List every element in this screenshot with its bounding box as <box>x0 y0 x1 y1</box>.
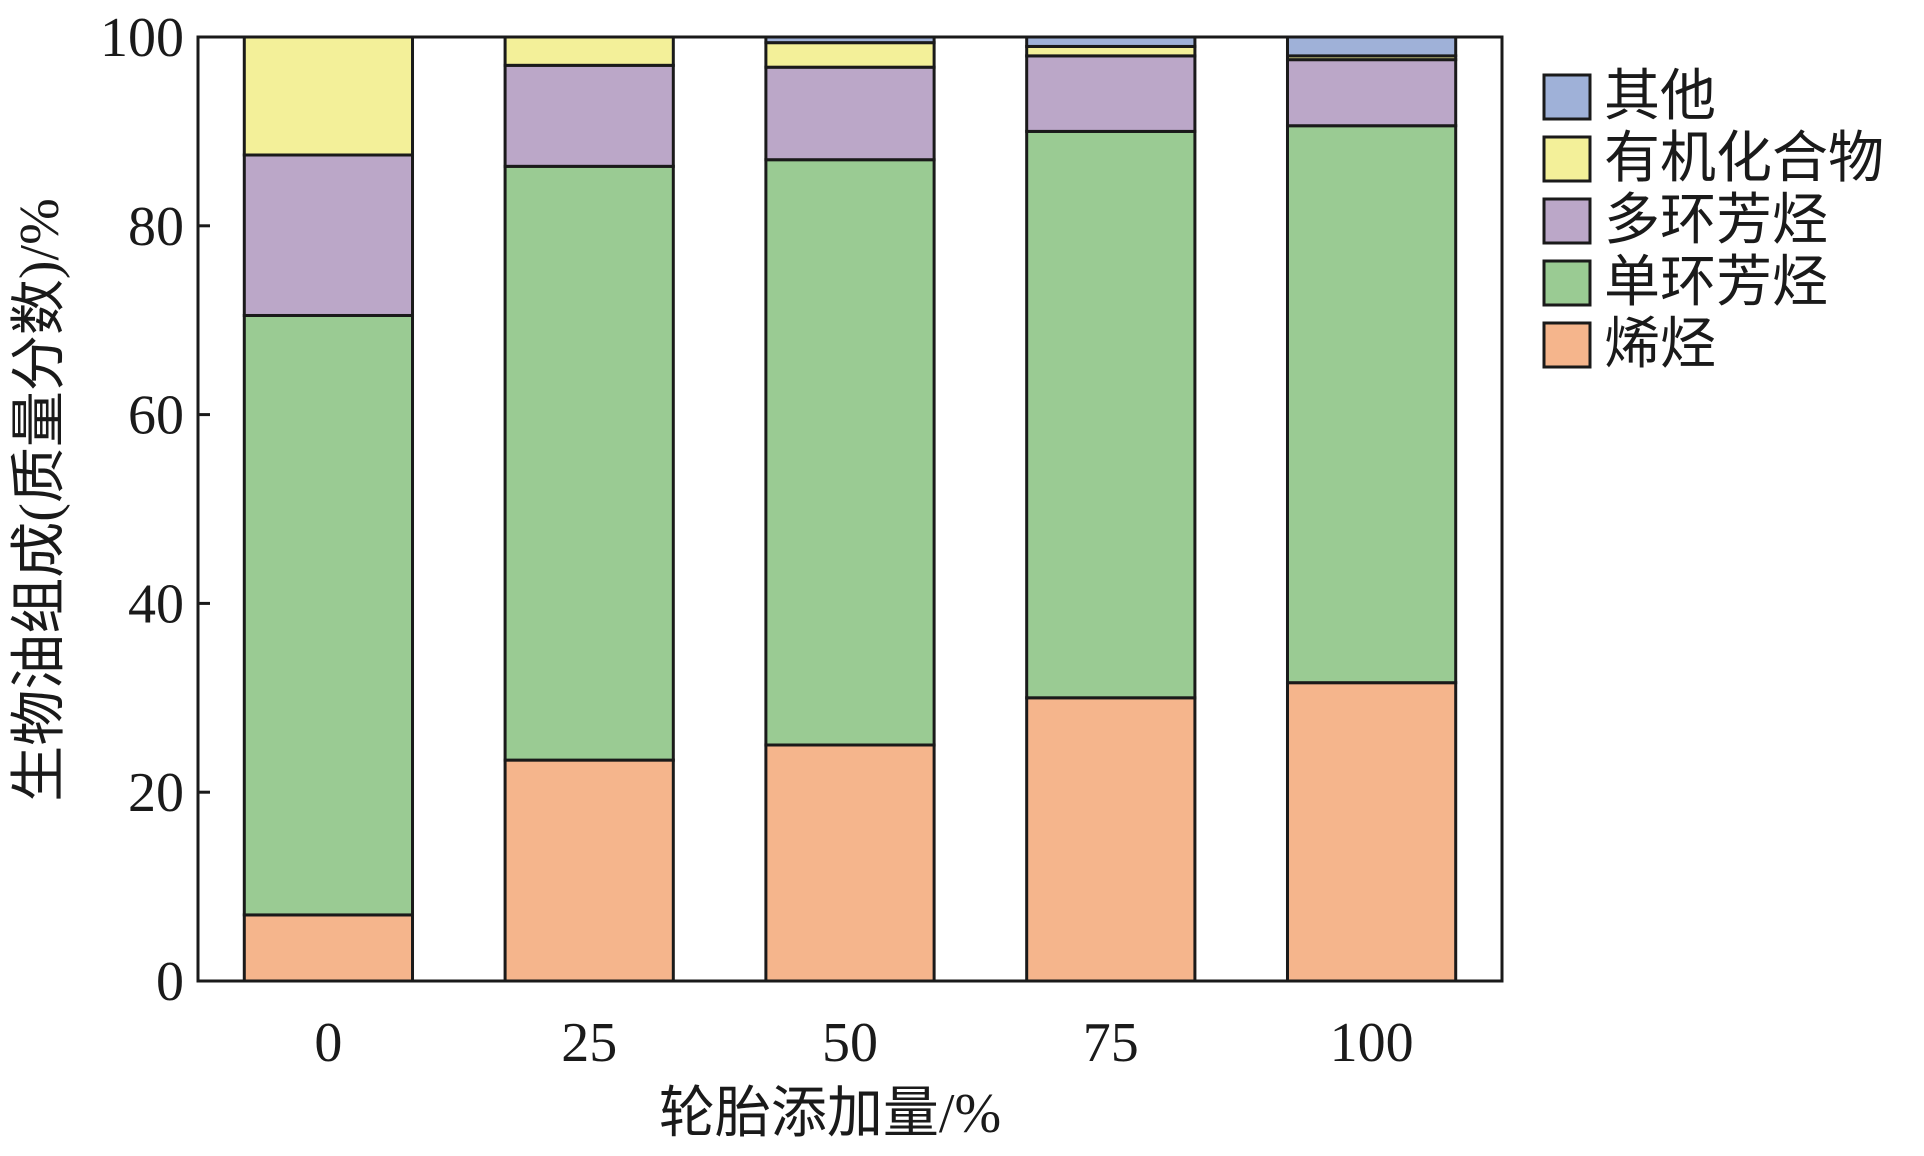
bar-segment-50-0 <box>764 743 936 983</box>
bar-segment-100-1 <box>1285 124 1458 685</box>
x-tick-label-1: 25 <box>561 1012 617 1074</box>
x-axis: 0 25 50 75 100 <box>314 1012 1413 1074</box>
legend-swatch-0 <box>1542 73 1592 121</box>
bar-segment-25-1 <box>503 164 675 762</box>
y-tick-label-0: 0 <box>156 951 184 1013</box>
x-tick-label-0: 0 <box>314 1012 342 1074</box>
x-axis-title: 轮胎添加量/% <box>659 1083 1001 1145</box>
bar-segment-50-1 <box>764 158 936 747</box>
legend-swatch-3 <box>1542 259 1592 307</box>
y-tick-label-5: 100 <box>100 7 184 69</box>
bar-segment-25-3 <box>503 35 675 67</box>
bar-segment-0-0 <box>242 913 415 983</box>
y-axis-title: 生物油组成(质量分数)/% <box>9 198 71 802</box>
x-tick-label-2: 50 <box>822 1012 878 1074</box>
bar-segment-100-2 <box>1285 58 1458 128</box>
bar-segment-100-4 <box>1285 35 1458 58</box>
x-tick-label-4: 100 <box>1330 1012 1414 1074</box>
x-tick-label-3: 75 <box>1083 1012 1139 1074</box>
bar-segment-25-0 <box>503 758 675 983</box>
legend-label-2: 多环芳烃 <box>1604 190 1828 252</box>
y-tick-label-2: 40 <box>128 573 184 635</box>
bar-segment-75-2 <box>1025 54 1197 133</box>
legend-swatch-2 <box>1542 197 1592 245</box>
y-tick-label-4: 80 <box>128 196 184 258</box>
bars-layer <box>242 35 1458 983</box>
bar-segment-25-2 <box>503 63 675 168</box>
legend-label-1: 有机化合物 <box>1604 128 1884 190</box>
legend-label-3: 单环芳烃 <box>1604 252 1828 314</box>
y-tick-label-1: 20 <box>128 762 184 824</box>
legend-swatch-4 <box>1542 321 1592 369</box>
bar-segment-0-3 <box>242 35 415 157</box>
y-tick-label-3: 60 <box>128 385 184 447</box>
y-axis: 0 20 40 60 80 100 <box>100 7 210 1013</box>
legend-swatch-1 <box>1542 135 1592 183</box>
plot-frame <box>196 35 1504 983</box>
bar-segment-0-1 <box>242 313 415 917</box>
bar-segment-75-1 <box>1025 129 1197 700</box>
bar-segment-50-2 <box>764 65 936 162</box>
bar-segment-50-3 <box>764 41 936 69</box>
bar-segment-0-2 <box>242 153 415 317</box>
legend-label-0: 其他 <box>1604 66 1716 128</box>
legend-label-4: 烯烃 <box>1604 314 1716 376</box>
bar-segment-75-0 <box>1025 696 1197 983</box>
bar-segment-100-0 <box>1285 681 1458 983</box>
